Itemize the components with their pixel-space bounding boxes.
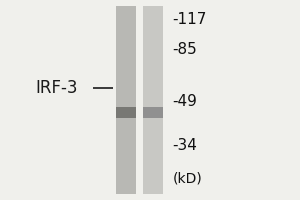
Text: -49: -49: [172, 95, 197, 110]
Bar: [142, 6, 163, 194]
Text: -85: -85: [172, 43, 197, 58]
Text: IRF-3: IRF-3: [36, 79, 78, 97]
Bar: [136, 6, 142, 194]
Text: -117: -117: [172, 12, 207, 27]
Bar: [116, 106, 136, 117]
Bar: [142, 106, 163, 117]
Text: -34: -34: [172, 138, 197, 154]
Bar: [116, 6, 136, 194]
Text: (kD): (kD): [172, 171, 202, 185]
